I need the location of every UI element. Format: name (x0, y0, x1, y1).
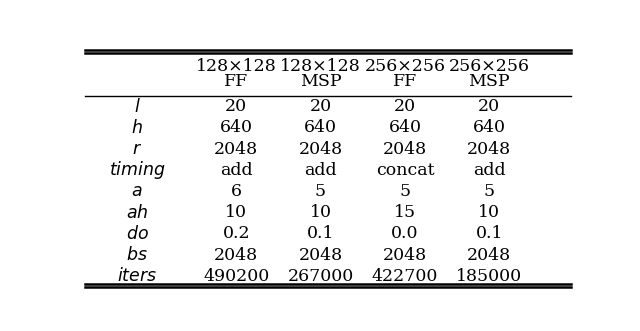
Text: add: add (304, 162, 337, 179)
Text: 256×256: 256×256 (449, 58, 530, 75)
Text: 2048: 2048 (383, 247, 427, 264)
Text: 5: 5 (484, 183, 495, 200)
Text: 185000: 185000 (456, 268, 522, 285)
Text: 640: 640 (388, 119, 421, 136)
Text: 640: 640 (304, 119, 337, 136)
Text: 5: 5 (315, 183, 326, 200)
Text: 2048: 2048 (467, 247, 511, 264)
Text: 2048: 2048 (298, 247, 342, 264)
Text: add: add (473, 162, 506, 179)
Text: 2048: 2048 (467, 141, 511, 158)
Text: 128×128: 128×128 (196, 58, 276, 75)
Text: 20: 20 (310, 98, 332, 115)
Text: 267000: 267000 (287, 268, 354, 285)
Text: FF: FF (393, 72, 417, 90)
Text: 20: 20 (394, 98, 416, 115)
Text: $\mathit{bs}$: $\mathit{bs}$ (126, 246, 148, 264)
Text: 10: 10 (310, 204, 332, 221)
Text: 2048: 2048 (214, 141, 259, 158)
Text: 640: 640 (473, 119, 506, 136)
Text: $\mathit{a}$: $\mathit{a}$ (131, 183, 143, 200)
Text: 2048: 2048 (298, 141, 342, 158)
Text: $\mathit{iters}$: $\mathit{iters}$ (117, 267, 157, 285)
Text: 2048: 2048 (214, 247, 259, 264)
Text: 20: 20 (478, 98, 500, 115)
Text: $\mathit{h}$: $\mathit{h}$ (131, 119, 143, 137)
Text: 640: 640 (220, 119, 253, 136)
Text: 15: 15 (394, 204, 416, 221)
Text: $\mathit{ah}$: $\mathit{ah}$ (126, 204, 148, 222)
Text: $\mathit{l}$: $\mathit{l}$ (134, 98, 140, 116)
Text: 10: 10 (225, 204, 247, 221)
Text: FF: FF (224, 72, 248, 90)
Text: 0.2: 0.2 (223, 225, 250, 242)
Text: 2048: 2048 (383, 141, 427, 158)
Text: 10: 10 (478, 204, 500, 221)
Text: 0.1: 0.1 (476, 225, 503, 242)
Text: 6: 6 (231, 183, 242, 200)
Text: $\mathit{do}$: $\mathit{do}$ (125, 225, 148, 243)
Text: 0.1: 0.1 (307, 225, 334, 242)
Text: $\mathit{r}$: $\mathit{r}$ (132, 141, 142, 158)
Text: add: add (220, 162, 253, 179)
Text: 256×256: 256×256 (364, 58, 445, 75)
Text: concat: concat (376, 162, 434, 179)
Text: 490200: 490200 (203, 268, 269, 285)
Text: 0.0: 0.0 (391, 225, 419, 242)
Text: MSP: MSP (300, 72, 341, 90)
Text: 422700: 422700 (372, 268, 438, 285)
Text: $\mathit{timing}$: $\mathit{timing}$ (109, 159, 165, 181)
Text: 20: 20 (225, 98, 247, 115)
Text: MSP: MSP (468, 72, 510, 90)
Text: 128×128: 128×128 (280, 58, 361, 75)
Text: 5: 5 (399, 183, 410, 200)
